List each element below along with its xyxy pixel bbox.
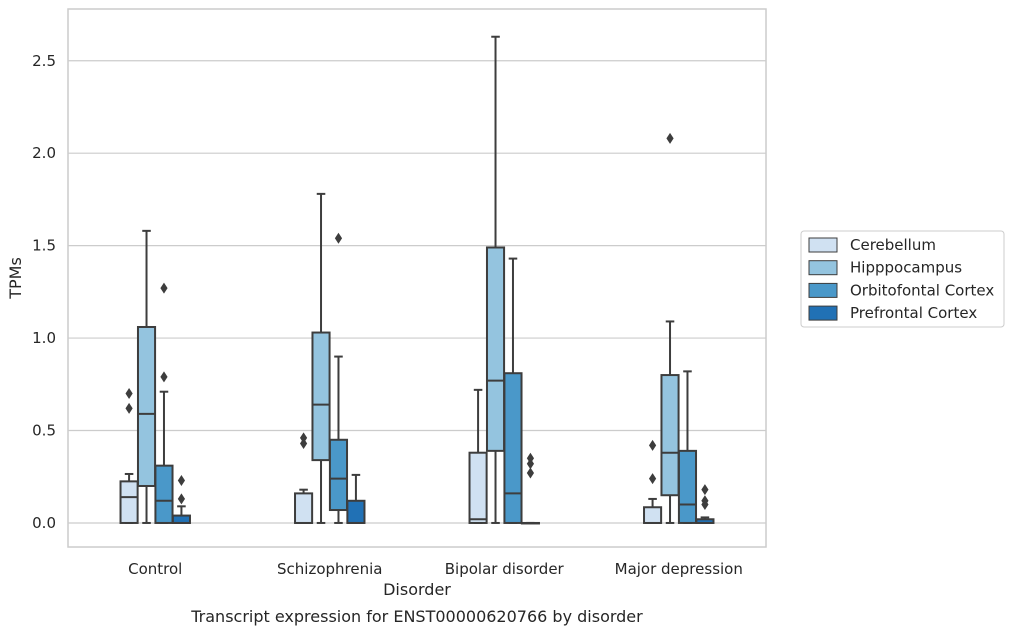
outlier-point — [299, 432, 308, 444]
x-axis-title: Disorder — [383, 580, 451, 599]
outlier-point — [648, 473, 657, 485]
box-body — [468, 451, 488, 524]
box-prefrontal-cortex — [171, 474, 191, 524]
outlier-point — [334, 232, 343, 244]
outlier-point — [125, 388, 133, 400]
legend-swatch — [808, 282, 838, 298]
box-body — [660, 374, 680, 497]
legend-swatch — [808, 260, 838, 276]
y-tick-label: 2.5 — [32, 52, 56, 70]
y-tick-label: 2.0 — [32, 144, 56, 162]
box-body — [311, 331, 331, 462]
outlier-point — [701, 495, 709, 507]
plot-frame — [67, 8, 767, 548]
box-orbitofontal-cortex — [503, 257, 523, 524]
legend-label: Cerebellum — [850, 236, 936, 254]
box-orbitofontal-cortex — [154, 282, 174, 524]
box-body — [346, 499, 366, 524]
y-tick-label: 1.5 — [32, 237, 56, 255]
box-prefrontal-cortex — [346, 473, 366, 524]
outlier-point — [177, 493, 186, 505]
box-body — [154, 464, 174, 524]
box-body — [294, 492, 314, 524]
box-orbitofontal-cortex — [328, 232, 349, 524]
box-body — [485, 246, 506, 452]
legend-frame — [800, 230, 1005, 328]
outlier-point — [177, 474, 186, 486]
box-body — [171, 514, 191, 524]
chart-title: Transcript expression for ENST0000062076… — [190, 607, 643, 626]
legend-label: Hipppocampus — [850, 259, 962, 277]
outlier-point — [526, 452, 535, 464]
x-tick-label: Control — [128, 560, 182, 578]
outlier-point — [666, 132, 674, 144]
box-body — [119, 480, 139, 524]
box-body — [328, 438, 349, 512]
x-tick-label: Schizophrenia — [277, 560, 382, 578]
outlier-point — [648, 439, 657, 451]
legend: Cerebellum Hipppocampus Orbitofontal Corte… — [800, 230, 1005, 328]
box-cerebellum — [643, 439, 663, 524]
legend-label: Prefrontal Cortex — [850, 304, 977, 322]
x-tick-labels: Control Schizophrenia Bipolar disorder Majo… — [128, 560, 743, 578]
outlier-point — [160, 282, 168, 294]
box-hipppocampus — [660, 132, 680, 524]
y-tick-labels: 0.0 0.5 1.0 1.5 2.0 2.5 — [32, 52, 56, 532]
outlier-point — [125, 402, 133, 414]
box-hipppocampus — [311, 192, 331, 524]
outlier-point — [701, 484, 709, 496]
boxes — [119, 35, 715, 525]
legend-label: Orbitofontal Cortex — [850, 281, 994, 299]
y-axis-title: TPMs — [6, 257, 25, 300]
outlier-point — [526, 458, 535, 470]
legend-swatch — [808, 305, 838, 321]
y-tick-label: 0.0 — [32, 514, 56, 532]
box-body — [677, 449, 698, 524]
x-tick-label: Bipolar disorder — [445, 560, 565, 578]
box-hipppocampus — [136, 229, 157, 524]
box-body — [503, 372, 523, 524]
outlier-point — [526, 467, 535, 479]
box-orbitofontal-cortex — [677, 370, 698, 524]
box-prefrontal-cortex — [520, 452, 540, 525]
outlier-point — [160, 371, 168, 383]
box-body — [643, 506, 663, 524]
y-tick-label: 1.0 — [32, 329, 56, 347]
box-prefrontal-cortex — [695, 484, 715, 524]
box-cerebellum — [294, 432, 314, 524]
x-tick-label: Major depression — [615, 560, 743, 578]
y-tick-label: 0.5 — [32, 422, 56, 440]
box-hipppocampus — [485, 35, 506, 524]
box-body — [136, 325, 157, 487]
outlier-point — [299, 437, 308, 449]
box-cerebellum — [119, 388, 139, 524]
legend-swatch — [808, 237, 838, 253]
box-cerebellum — [468, 388, 488, 524]
